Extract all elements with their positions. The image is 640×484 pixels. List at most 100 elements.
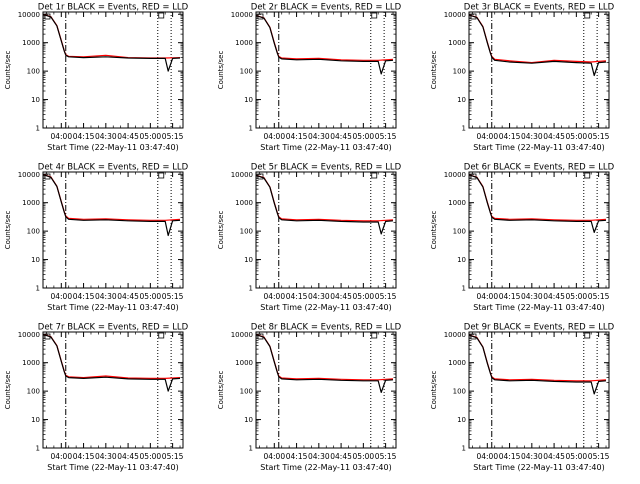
y-axis-label: Counts/sec [217, 211, 225, 250]
end-square-glyph [371, 172, 378, 179]
y-axis-label: Counts/sec [217, 371, 225, 410]
chart-panel-2: Det 2r BLACK = Events, RED = LLD Counts/s… [217, 3, 402, 153]
x-tick-label: 04:00 [263, 452, 285, 461]
x-tick-label: 04:30 [308, 292, 330, 301]
series-black-line [468, 334, 607, 395]
x-tick-label: 05:15 [588, 292, 610, 301]
y-tick-label: 100 [453, 388, 466, 396]
x-tick-label: 04:30 [95, 132, 117, 141]
x-tick-label: 04:30 [521, 292, 543, 301]
x-tick-label: 04:15 [286, 292, 308, 301]
x-tick-label: 05:00 [353, 132, 375, 141]
x-tick-label: 04:45 [543, 132, 565, 141]
y-axis-label: Counts/sec [430, 211, 438, 250]
series-black-line [42, 13, 181, 72]
x-tick-label: 04:15 [73, 452, 95, 461]
end-square-glyph [584, 172, 591, 179]
chart-panel-6: Det 6r BLACK = Events, RED = LLD Counts/s… [430, 163, 615, 313]
x-tick-label: 05:00 [566, 452, 588, 461]
x-axis-label: Start Time (22-May-11 03:47:40) [47, 463, 178, 472]
y-tick-label: 10 [244, 416, 253, 424]
x-tick-label: 04:15 [286, 132, 308, 141]
x-tick-label: 04:00 [50, 292, 72, 301]
y-tick-label: 100 [453, 68, 466, 76]
x-tick-label: 04:15 [499, 452, 521, 461]
y-tick-label: 100 [240, 228, 253, 236]
x-tick-label: 04:30 [95, 292, 117, 301]
y-tick-label: 1000 [22, 359, 40, 367]
series-red-line [42, 173, 181, 221]
x-tick-label: 05:00 [566, 132, 588, 141]
series-red-line [255, 334, 394, 381]
series-red-line [255, 15, 394, 61]
x-tick-label: 04:30 [308, 132, 330, 141]
x-tick-label: 05:15 [162, 292, 184, 301]
chart-panel-9: Det 9r BLACK = Events, RED = LLD Counts/s… [430, 323, 615, 473]
x-axis-label: Start Time (22-May-11 03:47:40) [473, 143, 604, 152]
end-square-glyph [584, 12, 591, 19]
x-tick-label: 04:00 [50, 452, 72, 461]
series-red-line [468, 14, 607, 64]
y-axis-label: Counts/sec [4, 51, 12, 90]
y-tick-label: 10000 [444, 11, 466, 19]
y-axis-label: Counts/sec [4, 371, 12, 410]
x-tick-label: 04:15 [73, 132, 95, 141]
y-tick-label: 1000 [448, 39, 466, 47]
chart-title: Det 6r BLACK = Events, RED = LLD [464, 163, 615, 173]
plot-frame [255, 331, 397, 449]
series-red-line [468, 174, 607, 221]
chart-title: Det 1r BLACK = Events, RED = LLD [38, 3, 189, 13]
x-tick-label: 05:00 [140, 292, 162, 301]
x-tick-label: 05:15 [588, 452, 610, 461]
plot-frame [42, 171, 184, 289]
y-tick-label: 1 [249, 125, 253, 133]
plot-frame [468, 11, 610, 129]
y-tick-label: 1 [36, 125, 40, 133]
y-tick-label: 1 [462, 285, 466, 293]
y-tick-label: 100 [453, 228, 466, 236]
x-tick-label: 05:15 [375, 292, 397, 301]
y-tick-label: 10000 [231, 171, 253, 179]
x-tick-label: 04:30 [521, 132, 543, 141]
plot-frame [255, 11, 397, 129]
y-tick-label: 10 [31, 96, 40, 104]
series-black-line [255, 174, 394, 235]
chart-title: Det 9r BLACK = Events, RED = LLD [464, 323, 615, 333]
y-tick-label: 1000 [22, 39, 40, 47]
x-tick-label: 04:45 [543, 452, 565, 461]
x-tick-label: 04:45 [117, 132, 139, 141]
x-tick-label: 04:00 [476, 292, 498, 301]
x-tick-label: 04:00 [476, 132, 498, 141]
y-tick-label: 10 [457, 256, 466, 264]
x-tick-label: 04:15 [499, 132, 521, 141]
x-tick-label: 04:15 [499, 292, 521, 301]
end-square-glyph [158, 332, 165, 339]
y-tick-label: 10000 [231, 331, 253, 339]
x-tick-label: 04:45 [330, 292, 352, 301]
chart-panel-4: Det 4r BLACK = Events, RED = LLD Counts/s… [4, 163, 189, 313]
chart-title: Det 7r BLACK = Events, RED = LLD [38, 323, 189, 333]
x-tick-label: 05:00 [140, 452, 162, 461]
y-tick-label: 1000 [448, 199, 466, 207]
x-tick-label: 04:15 [73, 292, 95, 301]
x-tick-label: 04:30 [308, 452, 330, 461]
y-tick-label: 10000 [18, 11, 40, 19]
chart-panel-1: Det 1r BLACK = Events, RED = LLD Counts/s… [4, 3, 189, 153]
y-tick-label: 1 [249, 285, 253, 293]
x-tick-label: 05:15 [162, 132, 184, 141]
y-tick-label: 10000 [18, 331, 40, 339]
end-square-glyph [371, 332, 378, 339]
x-axis-label: Start Time (22-May-11 03:47:40) [260, 463, 391, 472]
x-axis-label: Start Time (22-May-11 03:47:40) [473, 303, 604, 312]
y-tick-label: 1000 [22, 199, 40, 207]
plot-frame [42, 331, 184, 449]
y-tick-label: 100 [27, 68, 40, 76]
x-tick-label: 04:00 [50, 132, 72, 141]
end-square-glyph [158, 172, 165, 179]
series-black-line [468, 174, 607, 233]
x-tick-label: 04:00 [476, 452, 498, 461]
chart-panel-8: Det 8r BLACK = Events, RED = LLD Counts/s… [217, 323, 402, 473]
plot-frame [42, 11, 184, 129]
